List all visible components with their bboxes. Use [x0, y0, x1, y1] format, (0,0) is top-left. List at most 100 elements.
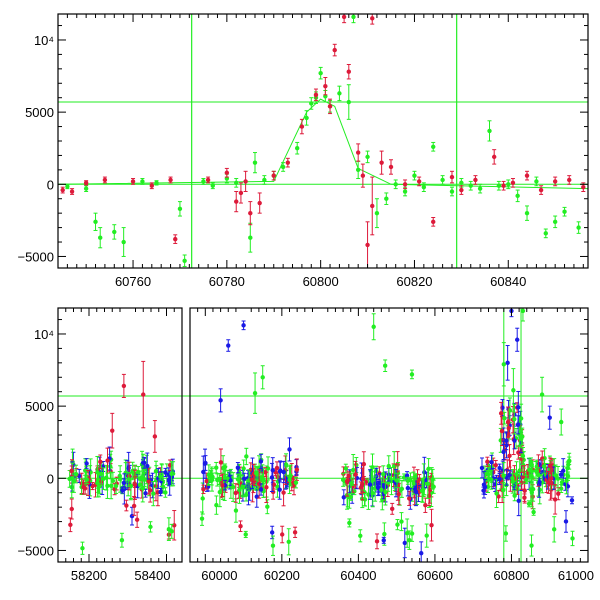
data-point — [73, 471, 79, 477]
data-point — [244, 454, 249, 459]
data-point — [121, 480, 127, 486]
data-point — [108, 464, 113, 469]
data-point — [262, 177, 267, 183]
data-point — [131, 503, 137, 509]
data-point — [238, 524, 243, 529]
data-point — [126, 477, 131, 482]
data-point — [274, 465, 280, 471]
data-point — [146, 479, 151, 484]
data-point — [360, 173, 366, 178]
data-point — [396, 491, 401, 497]
data-point — [355, 150, 361, 155]
data-point — [569, 498, 575, 503]
data-point — [277, 487, 282, 492]
data-point — [149, 183, 155, 188]
data-point — [243, 179, 248, 184]
data-point — [413, 489, 419, 495]
data-point — [399, 486, 405, 492]
data-point — [431, 219, 436, 225]
data-point — [413, 474, 418, 479]
data-point — [404, 530, 410, 536]
data-point — [529, 473, 534, 478]
data-point — [365, 154, 370, 160]
data-point — [348, 494, 354, 500]
data-point — [84, 461, 89, 466]
data-point — [248, 210, 253, 216]
data-point — [163, 470, 168, 475]
x-tick-label: 58200 — [71, 568, 107, 583]
data-point — [351, 467, 356, 473]
data-point — [299, 124, 305, 129]
data-point — [529, 469, 535, 474]
data-point — [514, 472, 519, 477]
data-point — [234, 180, 239, 186]
data-point — [501, 473, 506, 478]
data-point — [367, 482, 373, 487]
data-point — [473, 177, 478, 183]
data-point — [511, 388, 516, 393]
data-point — [252, 160, 258, 165]
data-point — [101, 476, 106, 481]
data-point — [158, 489, 163, 495]
data-point — [347, 520, 352, 526]
data-point — [234, 199, 239, 204]
data-point — [110, 478, 116, 483]
x-tick-label: 60780 — [209, 274, 245, 289]
data-point — [459, 180, 464, 186]
data-point — [481, 482, 487, 487]
data-point — [281, 490, 286, 495]
data-point — [238, 190, 244, 196]
data-point — [129, 513, 135, 519]
data-point — [354, 462, 359, 468]
data-point — [424, 533, 429, 538]
data-point — [285, 160, 291, 165]
data-point — [562, 209, 567, 214]
data-point — [243, 492, 249, 498]
data-point — [337, 91, 342, 96]
data-point — [543, 231, 548, 236]
data-point — [83, 468, 89, 473]
data-point — [468, 183, 473, 188]
data-point — [425, 481, 431, 487]
data-point — [412, 173, 417, 178]
y-tick-label: 10⁴ — [34, 33, 54, 48]
data-point — [416, 179, 422, 184]
data-point — [429, 522, 434, 528]
data-point — [576, 225, 581, 230]
data-point — [520, 453, 526, 459]
data-point — [351, 14, 356, 20]
data-point — [304, 115, 309, 121]
data-point — [502, 415, 507, 421]
data-point — [177, 206, 183, 212]
data-point — [201, 179, 206, 184]
x-tick-label: 60400 — [340, 568, 376, 583]
data-point — [559, 419, 564, 425]
data-point — [241, 466, 246, 471]
data-point — [402, 189, 408, 194]
data-point — [80, 546, 85, 551]
data-point — [522, 495, 527, 500]
data-point — [172, 523, 177, 528]
data-point — [567, 177, 572, 183]
data-point — [409, 531, 415, 536]
plot-frame — [57, 13, 589, 269]
data-point — [199, 516, 205, 521]
data-point — [252, 390, 258, 396]
data-point — [142, 477, 147, 482]
data-point — [69, 506, 74, 512]
data-point — [226, 343, 231, 348]
data-point — [518, 416, 524, 421]
data-point — [201, 469, 206, 475]
data-point — [242, 476, 247, 481]
data-point — [563, 519, 569, 524]
data-point — [134, 517, 140, 522]
data-point — [83, 186, 89, 191]
x-tick-label: 60800 — [493, 568, 529, 583]
data-point — [517, 468, 522, 473]
data-point — [374, 210, 380, 216]
data-point — [504, 438, 509, 443]
data-point — [230, 484, 236, 490]
data-point — [383, 489, 388, 495]
x-tick-label: 58400 — [134, 568, 170, 583]
data-point — [512, 493, 517, 498]
